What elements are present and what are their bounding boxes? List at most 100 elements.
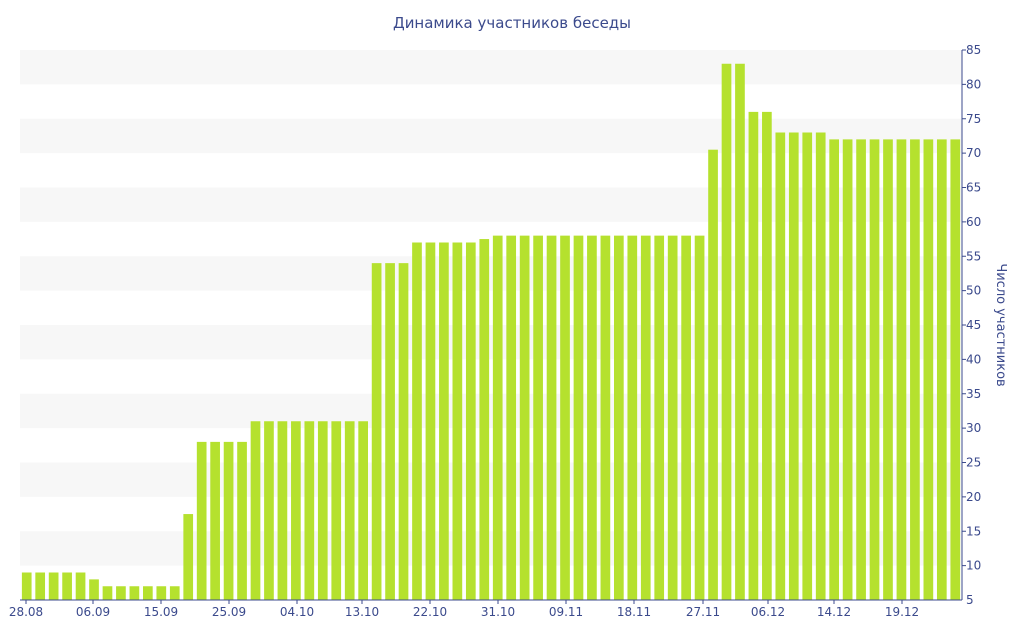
- bar: [788, 132, 799, 600]
- bar: [708, 149, 718, 600]
- bar: [452, 242, 463, 600]
- bar: [331, 421, 342, 600]
- bar: [936, 139, 947, 601]
- x-tick-label: 06.12: [751, 605, 785, 619]
- y-tick-label: 50: [966, 284, 981, 298]
- y-tick-label: 25: [966, 456, 981, 470]
- y-tick-labels: 10 15 20 25 30 35 40 45 50 55 60 65 70 75 80 85 5: [966, 43, 981, 607]
- x-tick-label: 31.10: [481, 605, 515, 619]
- bar: [143, 586, 153, 600]
- x-tick-label: 19.12: [885, 605, 919, 619]
- bar: [21, 572, 32, 600]
- x-tick-label: 18.11: [617, 605, 651, 619]
- bar: [573, 235, 584, 601]
- bar: [237, 441, 247, 601]
- bar: [950, 139, 961, 601]
- y-tick-label: 60: [966, 215, 981, 229]
- bar: [640, 235, 651, 601]
- bar: [842, 139, 853, 601]
- y-tick-label: 65: [966, 181, 981, 195]
- y-tick-label: 40: [966, 352, 981, 366]
- axes: [20, 49, 966, 604]
- x-tick-label: 13.10: [345, 605, 379, 619]
- x-tick-label: 15.09: [144, 605, 178, 619]
- bar: [116, 586, 126, 600]
- bar: [560, 235, 570, 601]
- bar: [883, 139, 893, 601]
- bar: [439, 242, 449, 600]
- bar: [89, 579, 99, 601]
- bar: [506, 235, 517, 601]
- x-tick-label: 27.11: [686, 605, 720, 619]
- bar: [129, 586, 140, 600]
- bar: [694, 235, 705, 601]
- bar: [479, 239, 490, 600]
- y-tick-label: 75: [966, 112, 981, 126]
- bar: [492, 235, 503, 601]
- bar: [856, 139, 866, 601]
- bar: [156, 586, 167, 600]
- bar: [896, 139, 907, 601]
- bar: [869, 139, 880, 601]
- bar: [223, 441, 234, 601]
- bar: [210, 441, 220, 601]
- grid-band: [20, 50, 962, 85]
- bar: [48, 572, 59, 600]
- bar: [425, 242, 436, 600]
- bar: [62, 572, 72, 600]
- bar: [815, 132, 826, 600]
- x-tick-labels: 28.08 06.09 15.09 25.09 04.10 13.10 22.10 31.10…: [9, 605, 919, 619]
- bar: [250, 421, 261, 600]
- bar: [735, 63, 745, 600]
- y-tick-label: 35: [966, 387, 981, 401]
- y-tick-label: 70: [966, 146, 981, 160]
- y-tick-label: 80: [966, 77, 981, 91]
- x-tick-label: 22.10: [413, 605, 447, 619]
- x-tick-label: 06.09: [76, 605, 110, 619]
- bar: [412, 242, 422, 600]
- bar: [802, 132, 813, 600]
- y-axis-title: Число участников: [993, 263, 1008, 386]
- bar: [587, 235, 597, 601]
- y-tick-label: 55: [966, 249, 981, 263]
- y-tick-label: 10: [966, 559, 981, 573]
- bar: [762, 111, 772, 601]
- y-tick-label: 30: [966, 421, 981, 435]
- x-tick-label: 14.12: [817, 605, 851, 619]
- bar: [546, 235, 557, 601]
- bar: [317, 421, 328, 600]
- bar: [667, 235, 678, 601]
- bar: [196, 441, 207, 601]
- bar: [775, 132, 786, 600]
- bar: [519, 235, 530, 601]
- bar: [169, 586, 180, 600]
- x-tick-label: 28.08: [9, 605, 43, 619]
- bar: [75, 572, 86, 600]
- x-tick-label: 25.09: [212, 605, 246, 619]
- bar: [398, 263, 409, 601]
- x-tick-label: 04.10: [280, 605, 314, 619]
- bar: [358, 421, 368, 600]
- bar: [371, 263, 382, 601]
- bar: [264, 421, 274, 600]
- y-tick-label: 15: [966, 524, 981, 538]
- bar: [291, 421, 301, 600]
- bar: [277, 421, 288, 600]
- chart-title: Динамика участников беседы: [393, 14, 631, 32]
- bar: [465, 242, 476, 600]
- bar: [721, 63, 732, 600]
- bar: [829, 139, 839, 601]
- bar: [748, 111, 759, 601]
- x-tick-label: 09.11: [549, 605, 583, 619]
- bar: [533, 235, 543, 601]
- bar: [102, 586, 113, 600]
- bar: [600, 235, 611, 601]
- bar: [654, 235, 665, 601]
- bar: [35, 572, 46, 600]
- bar: [183, 514, 194, 600]
- y-tick-label: 20: [966, 490, 981, 504]
- bar: [910, 139, 920, 601]
- y-tick-label: 5: [966, 593, 974, 607]
- bar: [344, 421, 355, 600]
